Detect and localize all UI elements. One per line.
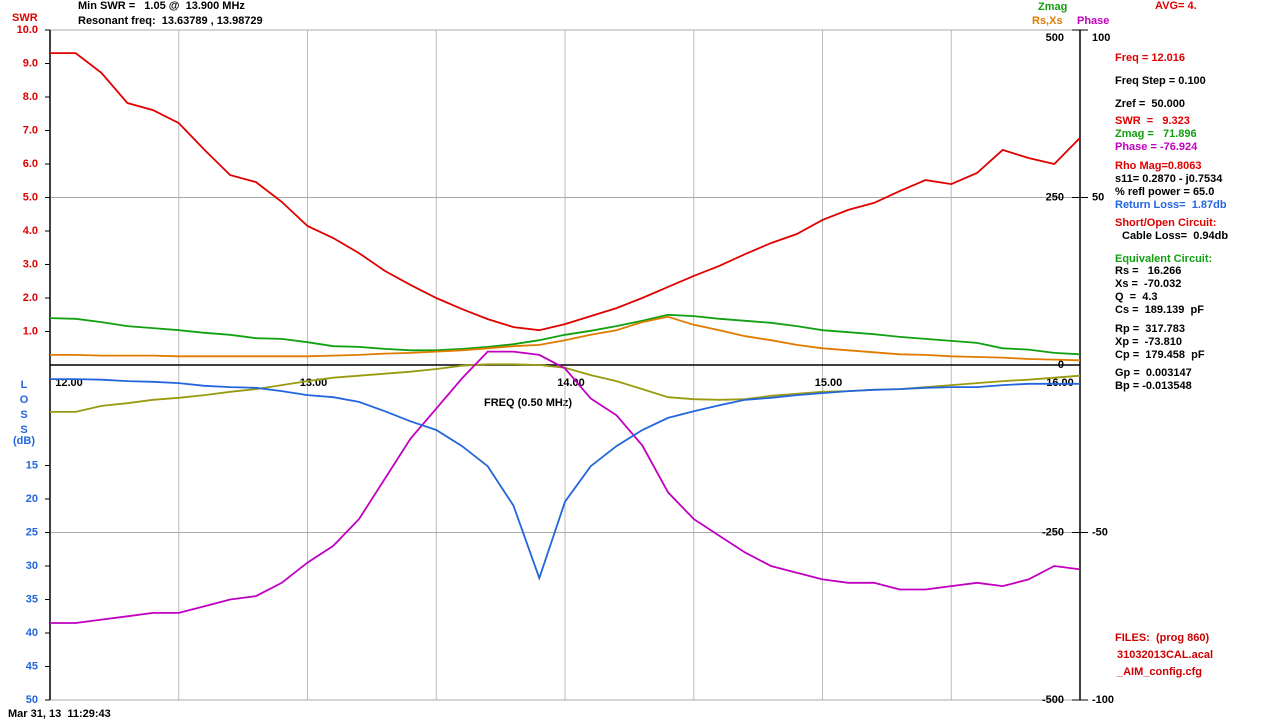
- series-line: [50, 315, 1081, 362]
- zmag-tick-label: 0: [1058, 359, 1064, 371]
- readout-line: % refl power = 65.0: [1115, 186, 1214, 198]
- readout-line: Freq = 12.016: [1115, 52, 1185, 64]
- timestamp: Mar 31, 13 11:29:43: [8, 708, 111, 720]
- series-line: [49, 313, 1081, 356]
- readout-line: Xs = -70.032: [1115, 278, 1181, 290]
- swr-tick-label: 9.0: [23, 57, 38, 69]
- swr-axis-label: SWR: [12, 12, 38, 24]
- readout-line: Rs = 16.266: [1115, 265, 1181, 277]
- readout-line: Q = 4.3: [1115, 291, 1158, 303]
- legend-entry: Zmag: [1038, 1, 1067, 13]
- readout-line: Rp = 317.783: [1115, 323, 1185, 335]
- readout-line: Return Loss= 1.87db: [1115, 199, 1227, 211]
- zmag-tick-label: -250: [1042, 526, 1064, 538]
- swr-tick-label: 5.0: [23, 191, 38, 203]
- loss-tick-label: 40: [26, 627, 38, 639]
- x-tick-label: 14.00: [557, 377, 585, 389]
- swr-tick-label: 3.0: [23, 258, 38, 270]
- swr-tick-label: 6.0: [23, 158, 38, 170]
- loss-tick-label: 30: [26, 560, 38, 572]
- series-line: [50, 350, 1081, 624]
- loss-axis-label: O: [20, 394, 29, 406]
- loss-axis-label: (dB): [13, 435, 35, 447]
- file-line: FILES: (prog 860): [1115, 632, 1209, 644]
- loss-tick-label: 20: [26, 493, 38, 505]
- avg: AVG= 4.: [1155, 0, 1197, 12]
- loss-axis-label: L: [21, 379, 28, 391]
- x-tick-label: 15.00: [815, 377, 843, 389]
- readout-line: Cs = 189.139 pF: [1115, 304, 1204, 316]
- phase-tick-label: -100: [1092, 694, 1114, 706]
- readout-line: Equivalent Circuit:: [1115, 253, 1212, 265]
- readout-line: Bp = -0.013548: [1115, 380, 1192, 392]
- series-line: [50, 52, 1081, 332]
- loss-tick-label: 15: [26, 459, 38, 471]
- loss-tick-label: 35: [26, 593, 38, 605]
- readout-line: Zmag = 71.896: [1115, 128, 1197, 140]
- legend-entry: Phase: [1077, 15, 1109, 27]
- swr-tick-label: 4.0: [23, 225, 38, 237]
- resonant-freq: Resonant freq: 13.63789 , 13.98729: [78, 15, 263, 27]
- swr-tick-label: 7.0: [23, 124, 38, 136]
- readout-line: s11= 0.2870 - j0.7534: [1115, 173, 1223, 185]
- readout-line: Rho Mag=0.8063: [1115, 160, 1202, 172]
- x-axis-label: FREQ (0.50 MHz): [484, 397, 572, 409]
- phase-tick-label: 50: [1092, 191, 1104, 203]
- phase-tick-label: -50: [1092, 526, 1108, 538]
- readout-line: Freq Step = 0.100: [1115, 75, 1206, 87]
- series-line: [50, 378, 1080, 581]
- loss-tick-label: 50: [26, 694, 38, 706]
- zmag-tick-label: -500: [1042, 694, 1064, 706]
- loss-tick-label: 25: [26, 526, 38, 538]
- readout-line: SWR = 9.323: [1115, 115, 1190, 127]
- loss-axis-label: S: [20, 409, 27, 421]
- phase-tick-label: 100: [1092, 32, 1110, 44]
- swr-tick-label: 8.0: [23, 91, 38, 103]
- loss-axis-label: S: [20, 424, 27, 436]
- file-line: 31032013CAL.acal: [1117, 649, 1213, 661]
- legend-entry: Rs,Xs: [1032, 15, 1063, 27]
- zmag-tick-label: 250: [1046, 191, 1064, 203]
- file-line: _AIM_config.cfg: [1116, 666, 1202, 678]
- readout-line: Xp = -73.810: [1115, 336, 1182, 348]
- readout-line: Short/Open Circuit:: [1115, 217, 1216, 229]
- swr-tick-label: 2.0: [23, 292, 38, 304]
- readout-line: Phase = -76.924: [1115, 141, 1198, 153]
- swr-tick-label: 1.0: [23, 325, 38, 337]
- readout-line: Cp = 179.458 pF: [1115, 349, 1205, 361]
- readout-line: Zref = 50.000: [1115, 98, 1185, 110]
- readout-line: Cable Loss= 0.94db: [1122, 230, 1228, 242]
- swr-tick-label: 10.0: [17, 24, 38, 36]
- loss-tick-label: 45: [26, 660, 38, 672]
- zmag-tick-label: 500: [1046, 32, 1064, 44]
- min-swr: Min SWR = 1.05 @ 13.900 MHz: [78, 0, 245, 12]
- readout-line: Gp = 0.003147: [1115, 367, 1192, 379]
